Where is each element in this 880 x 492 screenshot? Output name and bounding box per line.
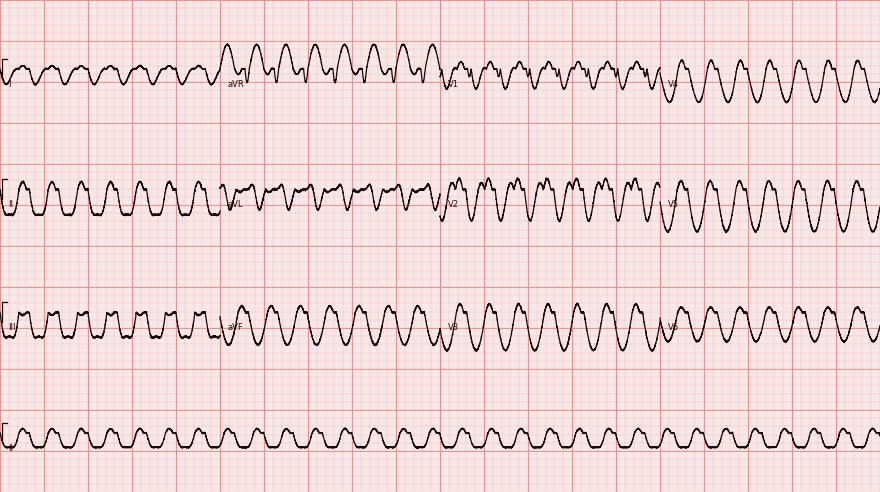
- Text: aVR: aVR: [228, 80, 245, 89]
- Text: V3: V3: [448, 323, 459, 333]
- Text: aVL: aVL: [228, 200, 244, 210]
- Text: V4: V4: [668, 80, 679, 89]
- Text: V6: V6: [668, 323, 679, 333]
- Text: II: II: [8, 200, 13, 210]
- Text: II: II: [8, 444, 13, 453]
- Text: V2: V2: [448, 200, 459, 210]
- Text: V5: V5: [668, 200, 679, 210]
- Text: aVF: aVF: [228, 323, 244, 333]
- Text: I: I: [8, 80, 11, 89]
- Text: V1: V1: [448, 80, 459, 89]
- Text: III: III: [8, 323, 16, 333]
